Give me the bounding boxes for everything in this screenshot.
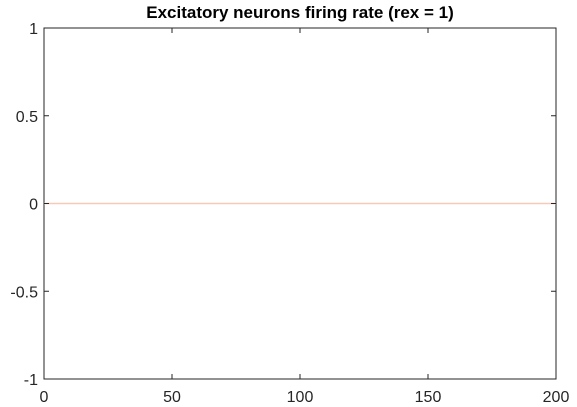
y-tick-label: 0 (29, 197, 38, 214)
y-tick-label: -1 (24, 372, 38, 389)
x-axis: 0 50 100 150 200 (40, 28, 570, 406)
chart-title: Excitatory neurons firing rate (rex = 1) (146, 3, 454, 22)
y-tick-label: 0.5 (16, 109, 38, 126)
x-tick-label: 50 (163, 389, 181, 406)
y-tick-label: 1 (29, 21, 38, 38)
x-tick-label: 200 (543, 389, 570, 406)
x-tick-label: 100 (287, 389, 314, 406)
x-tick-label: 0 (40, 389, 49, 406)
x-tick-label: 150 (415, 389, 442, 406)
y-axis: -1 -0.5 0 0.5 1 (10, 21, 556, 389)
y-tick-label: -0.5 (10, 284, 38, 301)
